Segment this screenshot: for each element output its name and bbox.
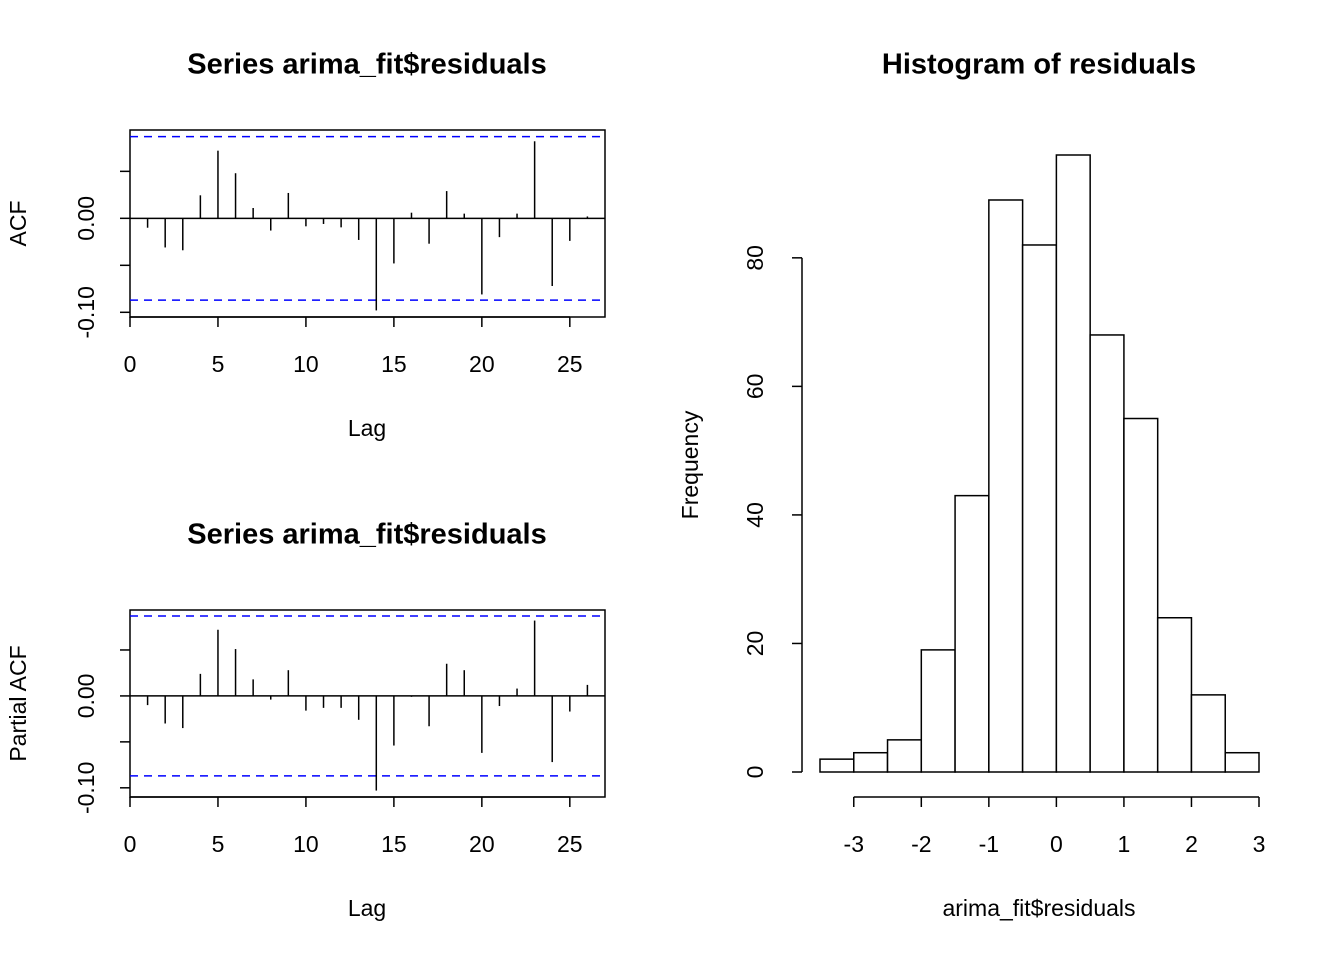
- histogram-bar: [954, 494, 990, 773]
- chart-title: Histogram of residuals: [882, 49, 1196, 81]
- y-tick-label: -0.10: [73, 762, 99, 814]
- x-tick-label: 15: [381, 831, 407, 857]
- x-tick-label: -1: [979, 831, 999, 857]
- x-tick-label: 1: [1118, 831, 1131, 857]
- x-tick-label: 5: [212, 831, 225, 857]
- x-tick-label: 10: [293, 831, 319, 857]
- y-tick-label: 20: [742, 631, 768, 657]
- x-tick-label: 0: [124, 831, 137, 857]
- x-axis-label: Lag: [348, 415, 386, 441]
- y-axis-label: Frequency: [677, 410, 703, 519]
- x-tick-label: 2: [1185, 831, 1198, 857]
- x-tick-label: 3: [1253, 831, 1266, 857]
- y-tick-label: 80: [742, 245, 768, 271]
- histogram-bar: [1021, 244, 1058, 773]
- histogram-bar: [1089, 334, 1125, 773]
- y-tick-label: 40: [742, 502, 768, 528]
- histogram-bar: [853, 751, 889, 773]
- y-axis-label: ACF: [5, 201, 31, 247]
- histogram-bar: [1224, 751, 1260, 773]
- plot-box: [129, 129, 606, 318]
- y-tick-label: -0.10: [73, 286, 99, 338]
- y-axis-label: Partial ACF: [5, 645, 31, 761]
- y-tick-label: 0.00: [73, 674, 99, 719]
- y-tick-label: 0: [742, 766, 768, 779]
- histogram-bar: [1190, 694, 1226, 773]
- histogram-bar: [988, 199, 1024, 773]
- histogram-bar: [886, 739, 923, 773]
- x-tick-label: -3: [844, 831, 864, 857]
- x-tick-label: 0: [1050, 831, 1063, 857]
- x-tick-label: 5: [212, 351, 225, 377]
- x-tick-label: 15: [381, 351, 407, 377]
- x-tick-label: 10: [293, 351, 319, 377]
- histogram-bar: [1055, 154, 1091, 773]
- histogram-bar: [1123, 417, 1159, 773]
- chart-title: Series arima_fit$residuals: [187, 519, 546, 551]
- y-tick-label: 0.00: [73, 196, 99, 241]
- x-tick-label: -2: [911, 831, 931, 857]
- x-tick-label: 20: [469, 831, 495, 857]
- plot-box: [129, 609, 606, 798]
- chart-title: Series arima_fit$residuals: [187, 49, 546, 81]
- y-tick-label: 60: [742, 374, 768, 400]
- x-tick-label: 25: [557, 831, 583, 857]
- x-tick-label: 25: [557, 351, 583, 377]
- histogram-bar: [920, 649, 956, 773]
- x-axis-label: Lag: [348, 895, 386, 921]
- histogram-bar: [819, 758, 855, 773]
- x-axis-label: arima_fit$residuals: [942, 895, 1135, 921]
- x-tick-label: 0: [124, 351, 137, 377]
- histogram-bar: [1156, 617, 1193, 773]
- x-tick-label: 20: [469, 351, 495, 377]
